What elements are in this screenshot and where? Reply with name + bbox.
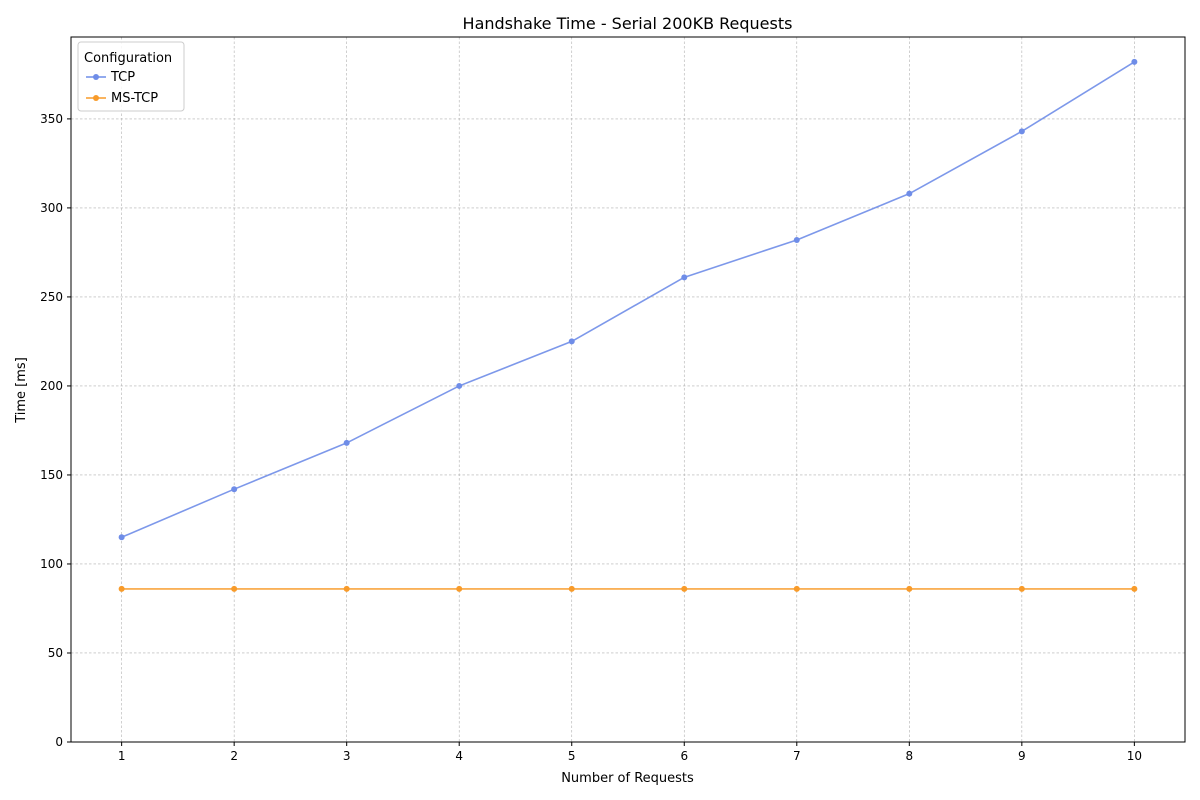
data-point-ms-tcp xyxy=(231,585,238,592)
legend-frame xyxy=(77,41,185,112)
y-axis-label: Time [ms] xyxy=(14,357,29,424)
legend-marker-ms-tcp xyxy=(93,95,99,101)
data-point-tcp xyxy=(1131,58,1138,65)
data-point-ms-tcp xyxy=(906,585,913,592)
y-tick-label: 150 xyxy=(40,468,63,482)
y-tick-label: 300 xyxy=(40,201,63,215)
data-point-tcp xyxy=(1018,128,1025,135)
series-layer xyxy=(118,58,1138,592)
legend-marker-tcp xyxy=(93,74,99,80)
x-tick-label: 2 xyxy=(230,749,238,763)
data-point-tcp xyxy=(568,338,575,345)
y-tick-label: 100 xyxy=(40,557,63,571)
plot-frame xyxy=(70,36,1186,743)
data-point-ms-tcp xyxy=(456,585,463,592)
x-tick-label: 4 xyxy=(455,749,463,763)
x-tick-label: 6 xyxy=(680,749,688,763)
x-tick-label: 3 xyxy=(343,749,351,763)
data-point-ms-tcp xyxy=(343,585,350,592)
legend-title: Configuration xyxy=(84,51,172,66)
data-point-ms-tcp xyxy=(1018,585,1025,592)
y-tick-label: 250 xyxy=(40,290,63,304)
data-point-tcp xyxy=(118,534,125,541)
data-point-ms-tcp xyxy=(118,585,125,592)
legend: Configuration TCP MS-TCP xyxy=(77,41,185,112)
data-point-ms-tcp xyxy=(681,585,688,592)
x-axis-label: Number of Requests xyxy=(561,771,694,786)
data-point-tcp xyxy=(343,439,350,446)
x-tick-label: 10 xyxy=(1127,749,1142,763)
y-tick-label: 350 xyxy=(40,112,63,126)
y-tick-label: 0 xyxy=(55,735,63,749)
y-tick-label: 50 xyxy=(48,646,63,660)
grid xyxy=(71,37,1185,743)
data-point-tcp xyxy=(793,236,800,243)
data-point-tcp xyxy=(456,382,463,389)
x-tick-label: 7 xyxy=(793,749,801,763)
series-line-tcp xyxy=(121,61,1135,539)
x-tick-label: 8 xyxy=(905,749,913,763)
data-point-ms-tcp xyxy=(568,585,575,592)
x-tick-label: 1 xyxy=(118,749,126,763)
chart-title: Handshake Time - Serial 200KB Requests xyxy=(463,14,793,33)
legend-label-ms-tcp: MS-TCP xyxy=(111,91,158,106)
x-tick-label: 9 xyxy=(1018,749,1026,763)
legend-entries: TCP MS-TCP xyxy=(86,70,158,106)
data-point-tcp xyxy=(906,190,913,197)
x-tick-label: 5 xyxy=(568,749,576,763)
legend-label-tcp: TCP xyxy=(110,70,135,85)
data-point-tcp xyxy=(231,486,238,493)
y-tick-label: 200 xyxy=(40,379,63,393)
data-point-ms-tcp xyxy=(1131,585,1138,592)
data-point-tcp xyxy=(681,274,688,281)
data-point-ms-tcp xyxy=(793,585,800,592)
